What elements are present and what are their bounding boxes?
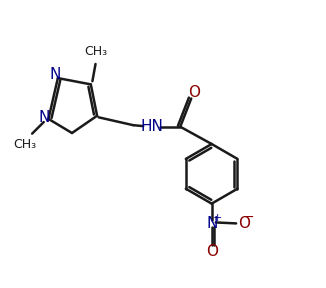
Text: CH₃: CH₃ <box>84 45 107 58</box>
Text: +: + <box>213 213 223 223</box>
Text: CH₃: CH₃ <box>13 138 37 151</box>
Text: −: − <box>244 211 255 224</box>
Text: HN: HN <box>141 119 163 134</box>
Text: O: O <box>238 216 250 231</box>
Text: N: N <box>49 67 60 82</box>
Text: N: N <box>207 216 218 231</box>
Text: O: O <box>188 85 200 100</box>
Text: N: N <box>39 110 51 125</box>
Text: O: O <box>206 244 218 259</box>
